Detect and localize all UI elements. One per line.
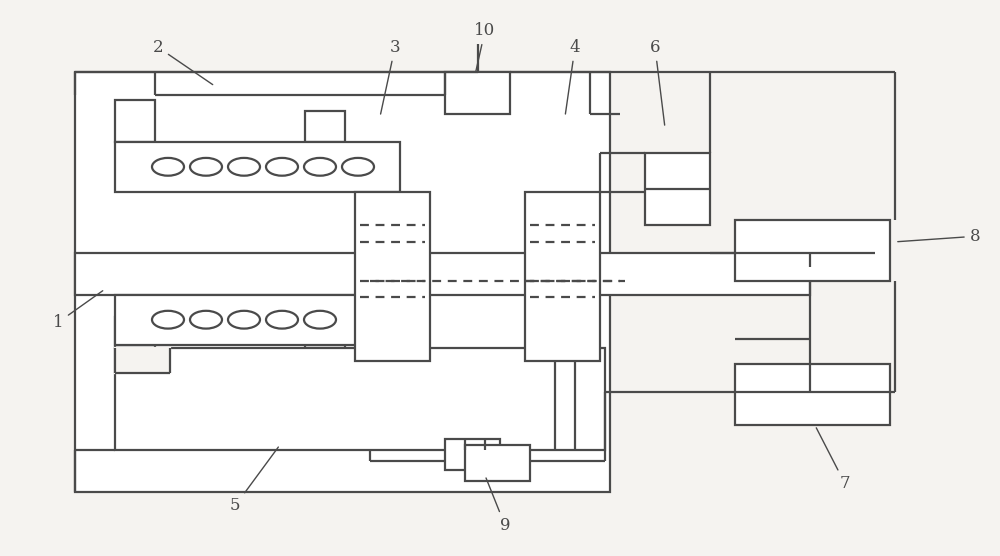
Bar bbox=[525, 192, 600, 361]
Bar bbox=[115, 317, 155, 348]
Bar bbox=[445, 439, 500, 470]
Bar bbox=[115, 348, 170, 373]
Bar bbox=[115, 100, 155, 142]
Text: 8: 8 bbox=[898, 228, 980, 245]
Text: 6: 6 bbox=[650, 39, 665, 125]
Bar bbox=[305, 111, 345, 142]
Text: 3: 3 bbox=[381, 39, 400, 114]
Text: 9: 9 bbox=[486, 478, 510, 534]
Bar bbox=[355, 192, 430, 361]
Bar bbox=[115, 348, 605, 450]
Text: 2: 2 bbox=[153, 39, 213, 85]
Bar bbox=[75, 253, 810, 295]
Bar bbox=[445, 72, 510, 114]
Bar bbox=[465, 445, 530, 481]
Bar bbox=[75, 72, 610, 492]
Bar bbox=[735, 220, 890, 281]
Text: 5: 5 bbox=[230, 447, 278, 514]
Bar bbox=[115, 142, 400, 192]
Bar bbox=[645, 153, 710, 225]
Text: 10: 10 bbox=[474, 22, 496, 72]
Text: 7: 7 bbox=[816, 428, 850, 492]
Bar bbox=[115, 295, 400, 345]
Text: 1: 1 bbox=[53, 291, 103, 331]
Text: 4: 4 bbox=[565, 39, 580, 114]
Bar bbox=[735, 364, 890, 425]
Bar bbox=[305, 317, 345, 348]
